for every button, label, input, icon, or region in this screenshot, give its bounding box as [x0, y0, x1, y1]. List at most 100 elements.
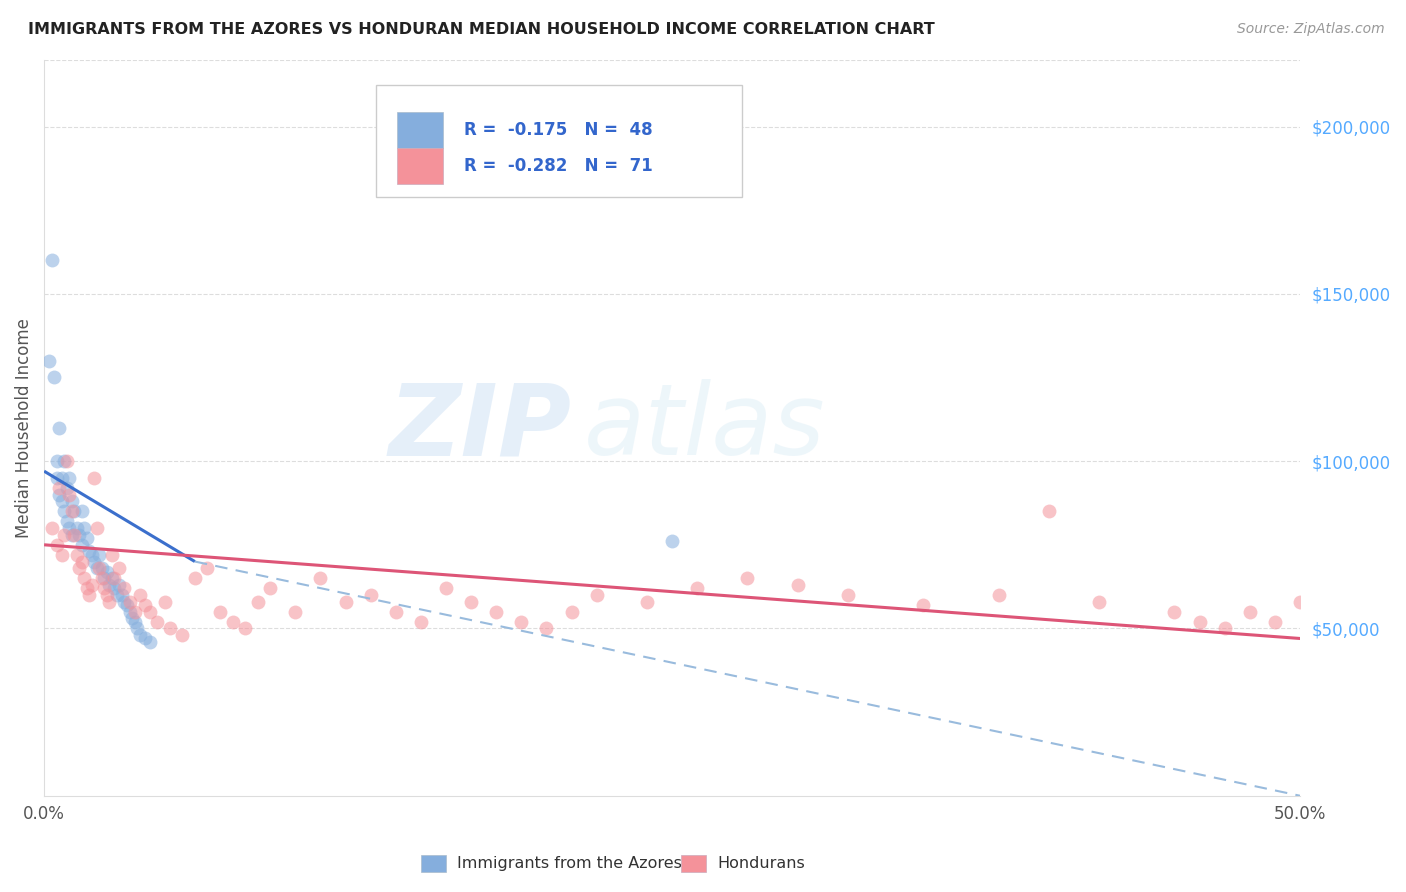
- Point: [1038, 504, 1060, 518]
- Point: [51, 548, 73, 562]
- Point: [118, 595, 141, 609]
- Point: [246, 595, 269, 609]
- Point: [636, 595, 658, 609]
- Point: [53, 504, 76, 518]
- Point: [89, 561, 111, 575]
- Point: [101, 548, 124, 562]
- Point: [90, 571, 112, 585]
- Point: [661, 534, 683, 549]
- Point: [138, 605, 160, 619]
- Point: [73, 571, 96, 585]
- Point: [912, 598, 935, 612]
- Point: [96, 588, 118, 602]
- Point: [70, 555, 93, 569]
- Point: [786, 578, 808, 592]
- Point: [1213, 622, 1236, 636]
- Point: [114, 595, 136, 609]
- Point: [51, 494, 73, 508]
- Point: [208, 605, 231, 619]
- Point: [128, 628, 150, 642]
- Point: [70, 504, 93, 518]
- Text: atlas: atlas: [583, 379, 825, 476]
- Point: [837, 588, 859, 602]
- Point: [309, 571, 332, 585]
- Point: [55, 454, 77, 468]
- Y-axis label: Median Household Income: Median Household Income: [15, 318, 32, 538]
- Point: [101, 571, 124, 585]
- Text: Immigrants from the Azores: Immigrants from the Azores: [457, 856, 682, 871]
- Point: [124, 605, 146, 619]
- Point: [90, 561, 112, 575]
- Point: [115, 598, 138, 612]
- Point: [60, 528, 83, 542]
- Point: [63, 504, 86, 518]
- Point: [44, 370, 66, 384]
- Point: [55, 481, 77, 495]
- Point: [111, 588, 134, 602]
- Point: [45, 454, 67, 468]
- Point: [1239, 605, 1261, 619]
- Point: [561, 605, 583, 619]
- Point: [48, 481, 70, 495]
- Point: [153, 595, 176, 609]
- Point: [335, 595, 357, 609]
- Text: Hondurans: Hondurans: [717, 856, 806, 871]
- Point: [1264, 615, 1286, 629]
- Point: [105, 588, 128, 602]
- Point: [138, 635, 160, 649]
- Point: [38, 353, 60, 368]
- Point: [86, 561, 108, 575]
- Point: [60, 494, 83, 508]
- Point: [67, 561, 90, 575]
- Point: [83, 471, 105, 485]
- Point: [510, 615, 533, 629]
- Point: [1163, 605, 1185, 619]
- Point: [108, 578, 131, 592]
- Text: ZIP: ZIP: [388, 379, 572, 476]
- Point: [103, 582, 125, 596]
- Point: [434, 582, 457, 596]
- Point: [98, 578, 121, 592]
- Text: R =  -0.175   N =  48: R = -0.175 N = 48: [464, 121, 652, 139]
- Point: [460, 595, 482, 609]
- Point: [184, 571, 207, 585]
- Point: [197, 561, 219, 575]
- Point: [80, 578, 103, 592]
- Point: [79, 544, 101, 558]
- Point: [128, 588, 150, 602]
- Point: [89, 548, 111, 562]
- Point: [45, 538, 67, 552]
- Point: [45, 471, 67, 485]
- Point: [70, 538, 93, 552]
- Point: [53, 454, 76, 468]
- Point: [987, 588, 1010, 602]
- Point: [93, 582, 115, 596]
- Point: [63, 528, 86, 542]
- Point: [124, 615, 146, 629]
- Point: [48, 487, 70, 501]
- Point: [41, 521, 63, 535]
- Text: Source: ZipAtlas.com: Source: ZipAtlas.com: [1237, 22, 1385, 37]
- Point: [259, 582, 281, 596]
- Point: [86, 521, 108, 535]
- Point: [66, 548, 89, 562]
- Point: [121, 611, 143, 625]
- Point: [118, 605, 141, 619]
- Point: [384, 605, 406, 619]
- Point: [172, 628, 194, 642]
- Point: [536, 622, 558, 636]
- Point: [58, 471, 80, 485]
- Point: [60, 504, 83, 518]
- Point: [103, 571, 125, 585]
- Point: [360, 588, 382, 602]
- Point: [96, 565, 118, 579]
- Point: [41, 253, 63, 268]
- Point: [159, 622, 181, 636]
- Point: [93, 571, 115, 585]
- Point: [79, 588, 101, 602]
- Point: [51, 471, 73, 485]
- Text: IMMIGRANTS FROM THE AZORES VS HONDURAN MEDIAN HOUSEHOLD INCOME CORRELATION CHART: IMMIGRANTS FROM THE AZORES VS HONDURAN M…: [28, 22, 935, 37]
- Point: [108, 561, 131, 575]
- Point: [134, 598, 156, 612]
- Point: [76, 531, 98, 545]
